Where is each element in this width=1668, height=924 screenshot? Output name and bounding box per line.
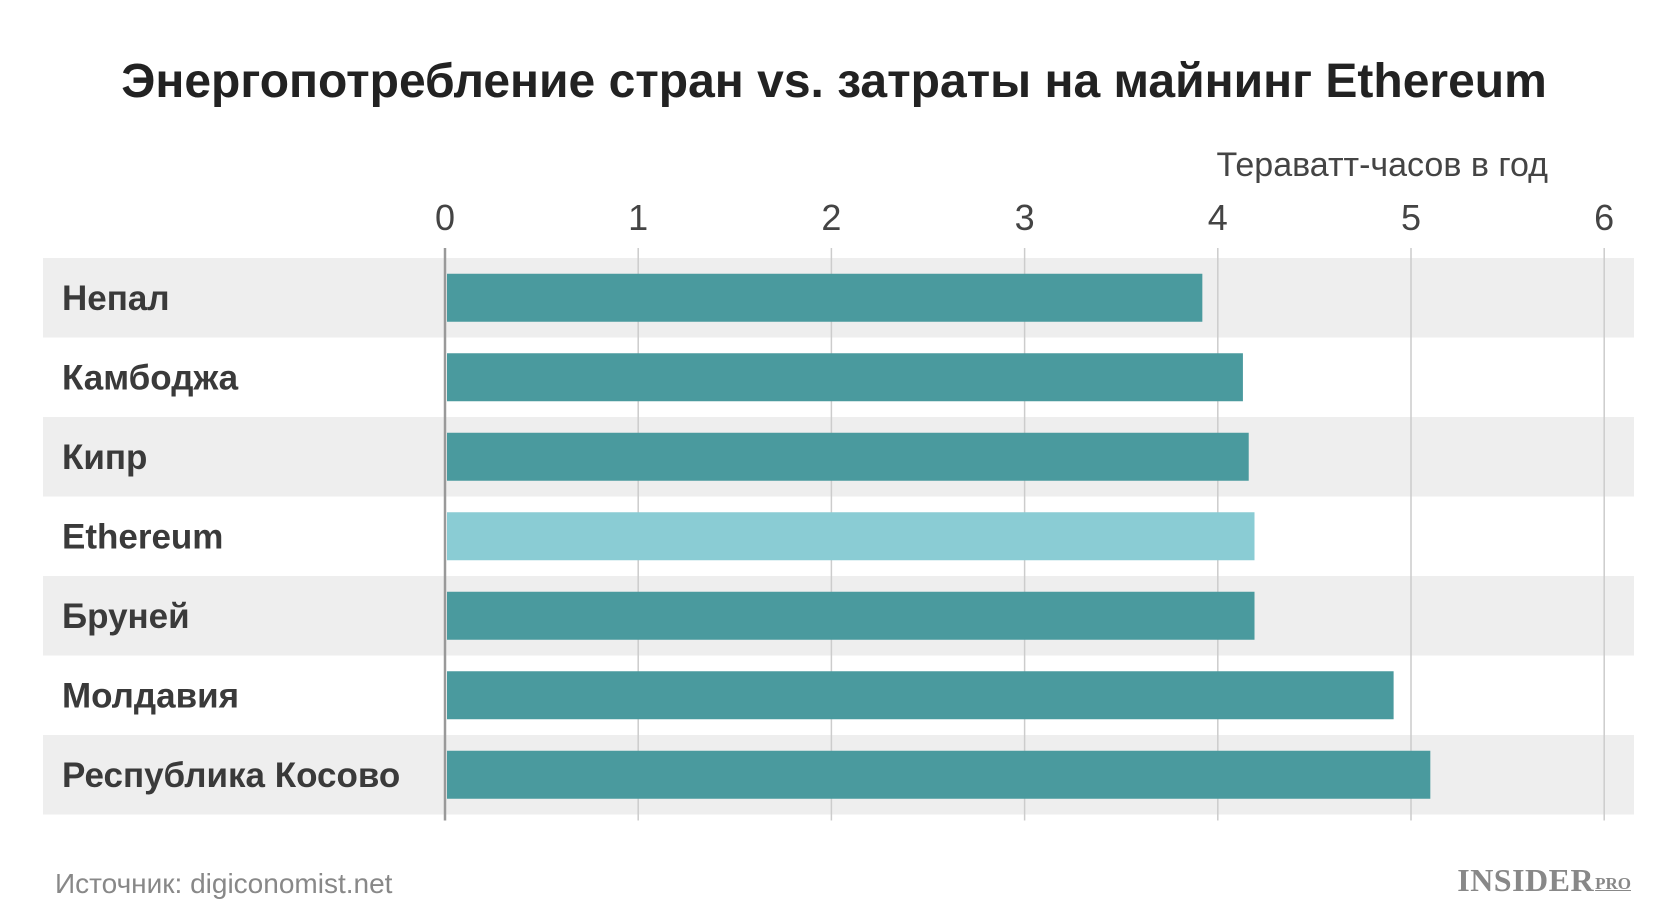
bar [447,671,1394,720]
category-label: Кипр [62,438,147,477]
category-label: Ethereum [62,517,223,556]
x-tick-label: 4 [1208,197,1228,238]
bars [447,273,1431,799]
x-tick-label: 0 [435,197,455,238]
bar [447,591,1255,640]
category-labels: Непал Камбоджа Кипр Ethereum Бруней Молдавия Р… [62,279,400,795]
bar-highlight [447,512,1255,561]
bar [447,353,1243,402]
bar [447,273,1203,322]
category-label: Республика Косово [62,756,400,795]
x-axis-ticks: 0 1 2 3 4 5 6 [435,197,1614,238]
bar [447,432,1249,481]
chart-title: Энергопотребление стран vs. затраты на м… [121,55,1547,108]
category-label: Бруней [62,597,190,636]
source-note: Источник: digiconomist.net [55,868,393,899]
category-label: Непал [62,279,170,318]
axis-unit-label: Тераватт-часов в год [1216,146,1548,184]
x-tick-label: 3 [1015,197,1035,238]
insider-pro-logo: INSIDERPRO [1457,862,1631,899]
x-tick-label: 6 [1594,197,1614,238]
x-tick-label: 2 [821,197,841,238]
x-tick-label: 5 [1401,197,1421,238]
category-label: Камбоджа [62,358,239,397]
x-tick-label: 1 [628,197,648,238]
logo-sub-text: PRO [1595,874,1631,893]
bar [447,750,1431,799]
logo-main-text: INSIDER [1457,862,1595,898]
category-label: Молдавия [62,676,239,715]
